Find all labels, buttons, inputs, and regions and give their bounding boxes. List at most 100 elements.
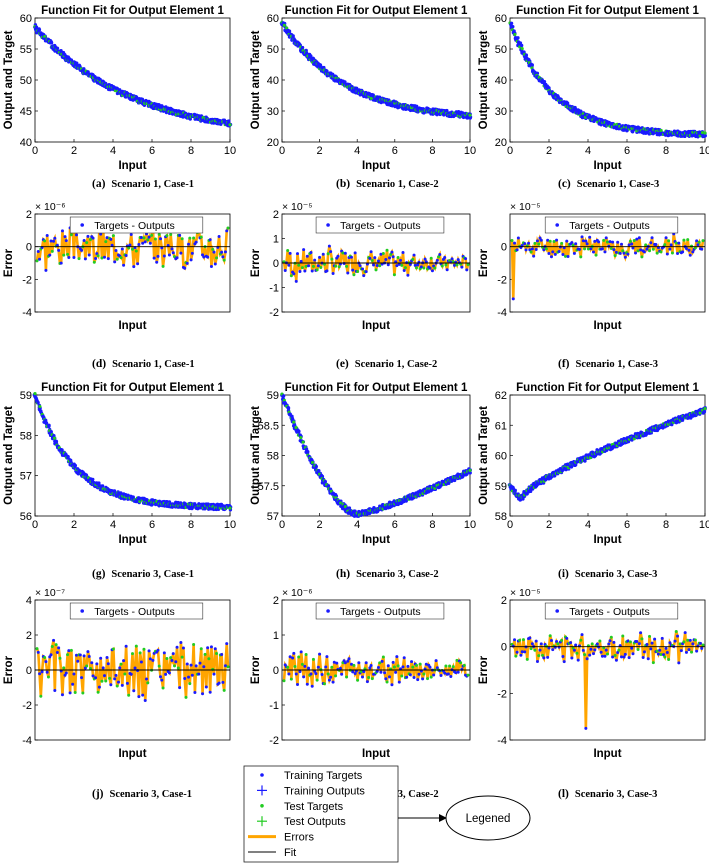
training-error-point: [413, 263, 417, 267]
training-target-point: [300, 45, 305, 50]
test-error-point: [628, 239, 632, 243]
training-error-point: [201, 253, 205, 257]
training-error-point: [167, 671, 171, 675]
legend-dot-icon: [326, 223, 330, 227]
test-target-point: [299, 436, 303, 440]
training-error-point: [695, 649, 699, 653]
training-error-point: [291, 656, 295, 660]
training-error-point: [67, 256, 71, 260]
training-error-point: [129, 232, 133, 236]
training-error-point: [183, 677, 187, 681]
test-error-point: [62, 666, 66, 670]
y-tick-label: 2: [273, 595, 279, 607]
training-error-point: [616, 651, 620, 655]
training-error-point: [551, 250, 555, 254]
training-error-point: [597, 240, 601, 244]
test-error-point: [594, 253, 598, 257]
test-error-point: [392, 273, 396, 277]
training-error-point: [91, 674, 95, 678]
training-error-point: [528, 248, 532, 252]
training-error-point: [599, 650, 603, 654]
test-error-point: [215, 256, 219, 260]
test-error-point: [341, 251, 345, 255]
training-error-point: [217, 681, 221, 685]
training-error-point: [72, 672, 76, 676]
training-error-point: [364, 661, 368, 665]
caption-text: Scenario 3, Case-1: [111, 569, 194, 580]
test-error-point: [418, 662, 422, 666]
test-error-point: [115, 257, 119, 261]
test-error-point: [648, 634, 652, 638]
test-error-point: [606, 652, 609, 656]
training-error-point: [125, 681, 129, 685]
training-error-point: [511, 297, 515, 301]
training-error-point: [376, 665, 380, 669]
training-error-point: [700, 247, 704, 251]
training-error-point: [174, 660, 178, 664]
training-error-point: [295, 683, 299, 687]
training-error-point: [223, 664, 227, 668]
test-error-point: [378, 264, 382, 268]
training-error-point: [139, 236, 143, 240]
test-error-point: [153, 237, 157, 241]
y-tick-label: 59: [495, 481, 507, 493]
training-target-point: [343, 80, 347, 84]
chart-title: Function Fit for Output Element 1: [41, 382, 224, 394]
training-error-point: [570, 241, 574, 245]
training-error-point: [684, 247, 688, 251]
training-error-point: [534, 248, 538, 252]
test-error-point: [35, 259, 39, 263]
test-error-point: [192, 236, 196, 240]
test-error-point: [422, 672, 426, 676]
training-error-point: [225, 642, 229, 646]
training-error-point: [546, 238, 550, 242]
test-error-point: [385, 680, 389, 684]
test-error-point: [161, 686, 165, 690]
test-error-point: [180, 655, 184, 659]
y-tick-label: 40: [267, 75, 279, 87]
test-error-point: [367, 676, 371, 680]
training-error-point: [528, 636, 532, 640]
training-error-point: [383, 671, 387, 675]
training-error-point: [82, 239, 86, 243]
training-error-point: [397, 680, 401, 684]
training-target-point: [41, 414, 45, 419]
plot-area: [509, 599, 706, 741]
training-error-point: [160, 678, 164, 682]
callout-label: Legened: [466, 813, 511, 825]
training-error-point: [456, 258, 460, 262]
training-error-point: [120, 247, 124, 251]
training-error-point: [532, 254, 536, 258]
training-error-point: [198, 661, 202, 665]
y-tick-label: 30: [495, 106, 507, 118]
training-error-point: [635, 640, 639, 644]
panel-caption: (j) Scenario 3, Case-1: [92, 788, 192, 800]
caption-text: Scenario 3, Case-1: [110, 789, 193, 800]
test-error-point: [378, 661, 382, 665]
training-error-point: [113, 260, 117, 264]
y-tick-label: 4: [26, 595, 32, 607]
test-error-point: [356, 678, 360, 682]
training-error-point: [538, 236, 542, 240]
training-error-point: [696, 243, 700, 247]
x-tick-label: 0: [279, 519, 285, 531]
training-error-point: [555, 238, 559, 242]
training-error-point: [220, 653, 224, 657]
y-tick-label: 62: [495, 390, 507, 402]
training-error-point: [430, 269, 434, 273]
test-error-point: [659, 652, 663, 656]
training-target-point: [53, 44, 57, 49]
training-error-point: [394, 670, 398, 674]
test-error-point: [521, 638, 525, 642]
training-error-point: [132, 265, 136, 269]
test-error-point: [35, 647, 39, 651]
training-error-point: [357, 661, 361, 665]
training-error-point: [349, 255, 353, 259]
y-tick-label: -1: [269, 700, 279, 712]
test-error-point: [674, 630, 678, 634]
training-error-point: [189, 258, 193, 262]
